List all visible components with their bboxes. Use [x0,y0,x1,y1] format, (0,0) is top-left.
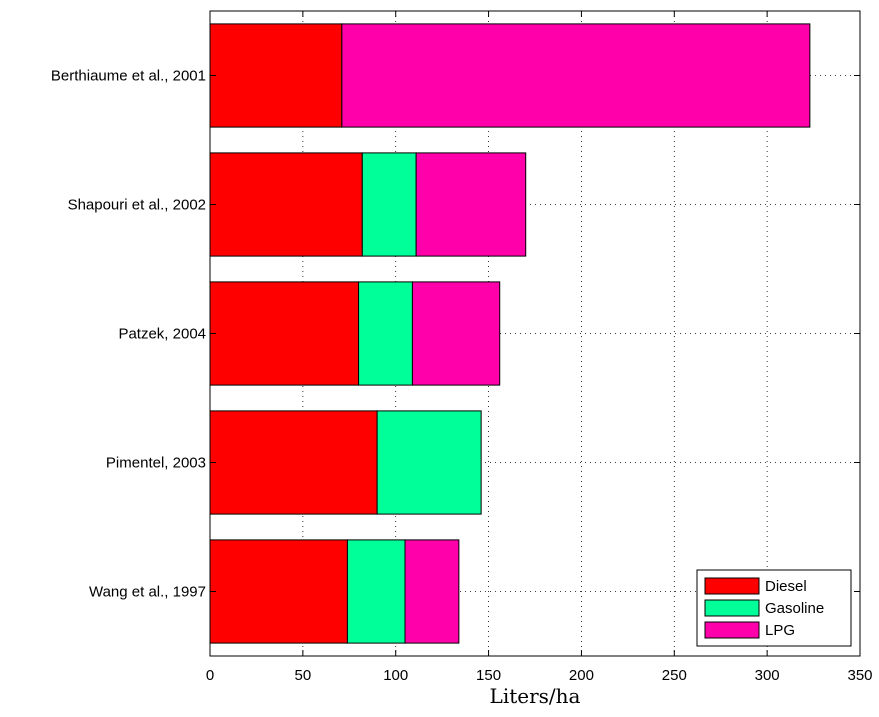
bar-segment-gasoline [361,152,417,257]
bar-segment-diesel [209,410,378,515]
bar-segment-lpg [415,152,527,257]
bar-segment-gasoline [346,539,406,644]
legend: Diesel Gasoline LPG [696,569,852,647]
category-label: Wang et al., 1997 [89,584,206,601]
legend-swatch [704,599,760,617]
category-label: Patzek, 2004 [118,326,206,343]
x-tick-label: 250 [662,667,687,684]
bar-segment-lpg [341,23,811,128]
bar-segment-diesel [209,23,343,128]
x-tick-label: 150 [476,667,501,684]
bar-segment-lpg [404,539,460,644]
category-label: Berthiaume et al., 2001 [51,68,206,85]
bar-segment-gasoline [376,410,482,515]
x-tick-label: 100 [383,667,408,684]
category-label: Pimentel, 2003 [106,455,206,472]
bar-segment-diesel [209,152,363,257]
bar-segment-diesel [209,539,348,644]
x-axis-title: Liters/ha [490,684,581,708]
bar-segment-diesel [209,281,360,386]
x-tick-label: 50 [295,667,312,684]
bar-segment-lpg [411,281,501,386]
legend-label: Gasoline [765,600,824,617]
legend-swatch [704,621,760,639]
x-tick-label: 350 [847,667,872,684]
legend-label: Diesel [765,578,807,595]
legend-swatch [704,577,760,595]
x-tick-label: 0 [206,667,214,684]
ticks: 0 50 100 150 200 250 300 350 Berthiaume et al., … [51,11,873,684]
bar-segment-gasoline [358,281,413,386]
category-label: Shapouri et al., 2002 [68,197,206,214]
bars [209,23,811,644]
x-tick-label: 300 [755,667,780,684]
legend-label: LPG [765,622,795,639]
x-tick-label: 200 [569,667,594,684]
